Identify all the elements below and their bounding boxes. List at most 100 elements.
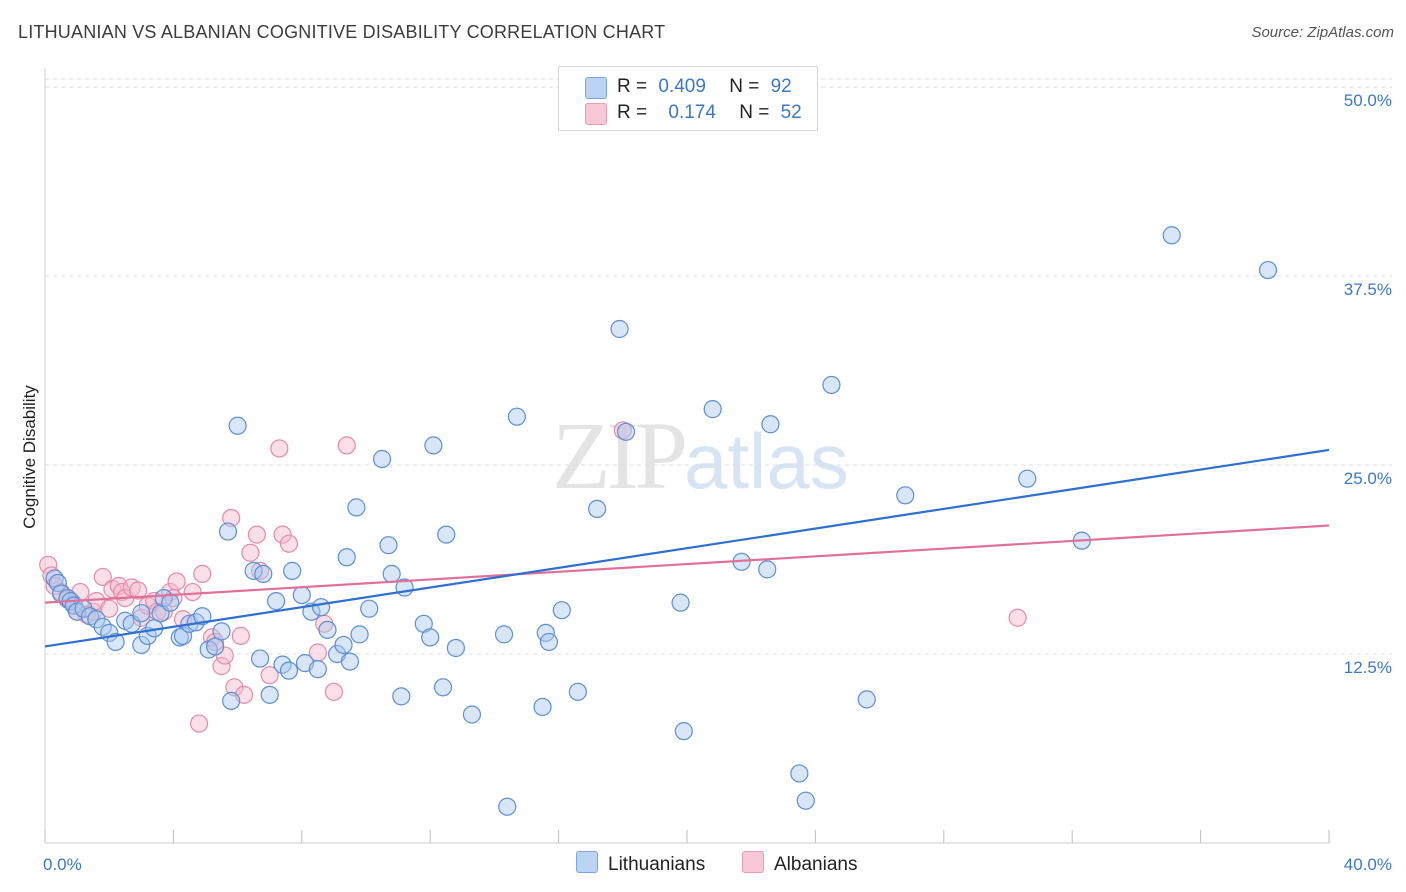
lithuanians-point xyxy=(283,561,302,580)
legend-item-albanians: Albanians xyxy=(742,851,857,876)
n-value: 92 xyxy=(770,76,792,97)
axes xyxy=(44,68,1330,844)
albanians-point xyxy=(167,572,186,591)
y-tick-label: 50.0% xyxy=(1344,91,1392,110)
source-label: Source: ZipAtlas.com xyxy=(1251,24,1394,41)
lithuanians-point xyxy=(758,560,777,579)
albanians-point xyxy=(189,714,209,733)
legend-label-lithuanians: Lithuanians xyxy=(608,854,706,875)
lithuanians-point xyxy=(337,548,356,567)
lithuanians-point xyxy=(552,601,571,620)
n-label: N = xyxy=(739,102,770,123)
lithuanians-point xyxy=(250,649,270,668)
lithuanians-point xyxy=(350,625,369,644)
lithuanians-point xyxy=(254,564,273,584)
lithuanians-point xyxy=(382,564,401,584)
albanians-point xyxy=(100,599,119,618)
lithuanians-point xyxy=(433,678,453,697)
r-value: 0.174 xyxy=(668,102,716,123)
y-tick-label: 12.5% xyxy=(1344,658,1392,677)
trend-lines xyxy=(44,448,1330,648)
albanians-point xyxy=(42,566,61,585)
lithuanians-point xyxy=(421,628,440,647)
watermark-zip: ZIP xyxy=(552,402,688,509)
lithuanians-point xyxy=(674,722,693,741)
lithuanians-point xyxy=(588,499,607,518)
albanians-point xyxy=(324,682,343,701)
lithuanians-point xyxy=(446,638,465,658)
albanians-point xyxy=(215,646,234,665)
lithuanians-point xyxy=(671,593,690,612)
albanians-point xyxy=(206,632,225,652)
lithuanians-point xyxy=(311,598,331,617)
albanians-point xyxy=(212,657,231,676)
lithuanians-point xyxy=(334,635,353,655)
albanians-trend-line xyxy=(44,524,1330,604)
albanians-point xyxy=(270,439,289,458)
r-label: R = xyxy=(617,102,648,123)
albanians-point xyxy=(241,543,260,562)
lithuanians-point xyxy=(498,797,517,816)
lithuanians-point xyxy=(360,599,379,618)
albanians-point xyxy=(93,567,112,587)
lithuanians-point xyxy=(161,593,180,612)
albanians-point xyxy=(128,581,148,600)
legend-swatch-pink xyxy=(585,103,607,125)
lithuanians-point xyxy=(796,791,815,810)
lithuanians-point xyxy=(206,637,225,656)
lithuanians-point xyxy=(610,319,629,339)
lithuanians-point xyxy=(222,691,241,710)
legend-item-lithuanians: Lithuanians xyxy=(576,851,705,876)
y-tick-label: 25.0% xyxy=(1344,469,1392,488)
lithuanians-point xyxy=(308,660,327,679)
lithuanians-point xyxy=(340,652,360,671)
lithuanians-point xyxy=(507,407,526,426)
lithuanians-point xyxy=(616,422,636,441)
lithuanians-point xyxy=(132,604,151,623)
legend-swatch-blue xyxy=(585,77,607,99)
albanians-point xyxy=(247,525,266,544)
albanians-point xyxy=(1008,608,1027,627)
lithuanians-point xyxy=(703,400,722,419)
r-label: R = xyxy=(617,76,648,97)
albanians-point xyxy=(222,508,241,528)
lithuanians-point xyxy=(132,635,151,655)
albanians-point xyxy=(273,525,292,544)
lithuanians-point xyxy=(292,585,311,605)
lithuanians-point xyxy=(568,682,587,701)
x-tick-label-min: 0.0% xyxy=(43,855,82,874)
lithuanians-point xyxy=(533,697,552,717)
legend-swatch-pink xyxy=(742,851,764,873)
albanians-point xyxy=(279,534,299,553)
lithuanians-point xyxy=(106,632,125,652)
stats-legend: R = 0.409 N = 92 R = 0.174 N = 52 xyxy=(558,66,818,131)
lithuanians-point xyxy=(379,536,398,555)
y-tick-label: 37.5% xyxy=(1344,280,1392,299)
albanians-point xyxy=(337,436,356,455)
x-tick-label-max: 40.0% xyxy=(1344,855,1392,874)
watermark: ZIPatlas xyxy=(552,400,849,511)
lithuanians-point xyxy=(424,436,443,455)
albanians-point xyxy=(193,564,212,584)
legend-swatch-blue xyxy=(576,851,598,873)
lithuanians-point xyxy=(1018,469,1037,488)
lithuanians-point xyxy=(790,764,809,783)
legend-label-albanians: Albanians xyxy=(774,854,858,875)
lithuanians-point xyxy=(87,610,106,629)
n-value: 52 xyxy=(780,102,802,123)
lithuanians-point xyxy=(896,486,915,505)
lithuanians-point xyxy=(267,592,286,611)
n-label: N = xyxy=(729,76,760,97)
lithuanians-point xyxy=(318,620,337,639)
lithuanians-points xyxy=(45,226,1278,816)
lithuanians-point xyxy=(1162,226,1181,245)
chart-title: LITHUANIAN VS ALBANIAN COGNITIVE DISABIL… xyxy=(18,22,666,42)
lithuanians-point xyxy=(437,525,456,544)
lithuanians-point xyxy=(372,449,392,469)
lithuanians-point xyxy=(193,607,212,626)
lithuanians-point xyxy=(260,685,279,704)
tick-labels: 12.5% 25.0% 37.5% 50.0% 0.0% 40.0% xyxy=(43,91,1392,874)
lithuanians-point xyxy=(822,375,841,395)
lithuanians-point xyxy=(212,622,231,641)
